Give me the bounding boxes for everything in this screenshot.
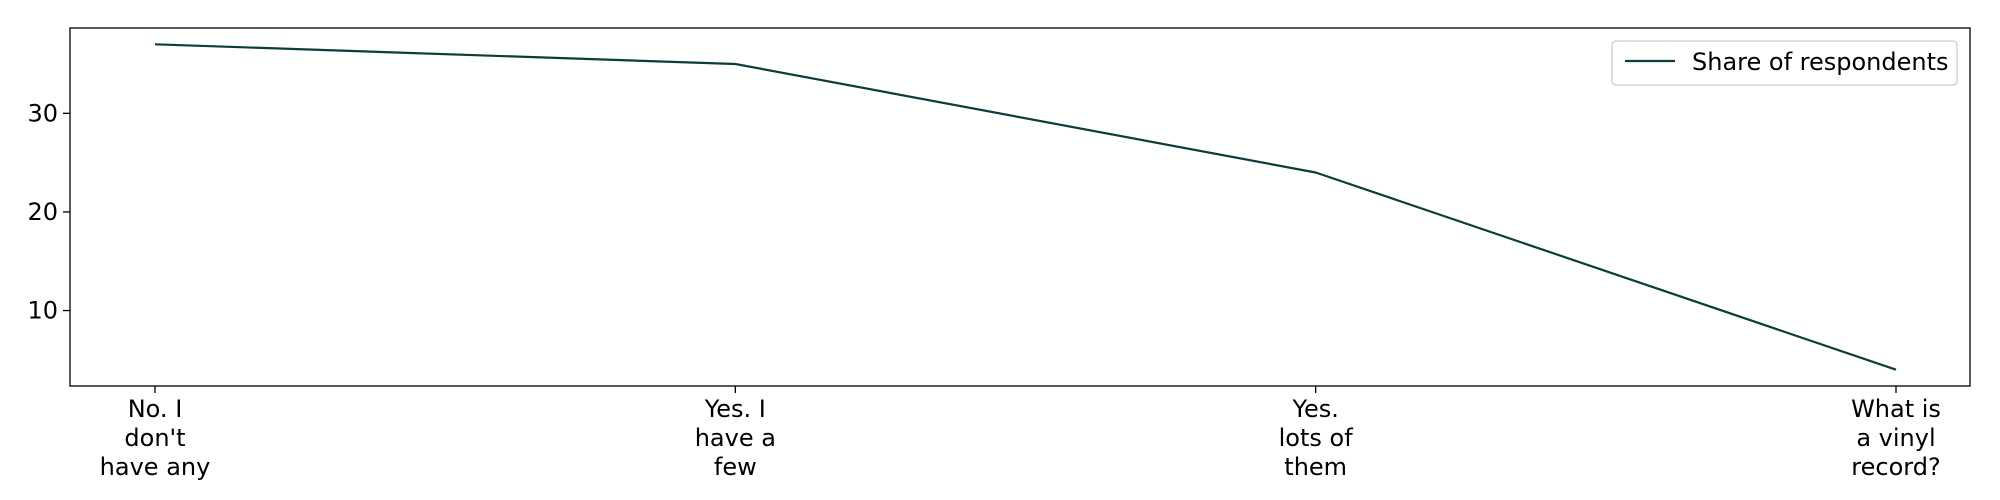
y-tick-label: 20	[27, 198, 58, 226]
y-tick-label: 10	[27, 297, 58, 325]
legend: Share of respondents	[1611, 40, 1958, 86]
plot-area-frame	[69, 27, 1971, 387]
y-axis: 10 20 30	[27, 99, 70, 325]
x-tick-label: Yes. lots of them	[1279, 395, 1354, 481]
legend-box	[1611, 40, 1958, 86]
x-tick-label: What is a vinyl record?	[1851, 395, 1941, 481]
series-layer	[154, 43, 1897, 371]
legend-label: Share of respondents	[1692, 48, 1949, 76]
series-line	[154, 43, 1897, 371]
y-tick-label: 30	[27, 99, 58, 127]
